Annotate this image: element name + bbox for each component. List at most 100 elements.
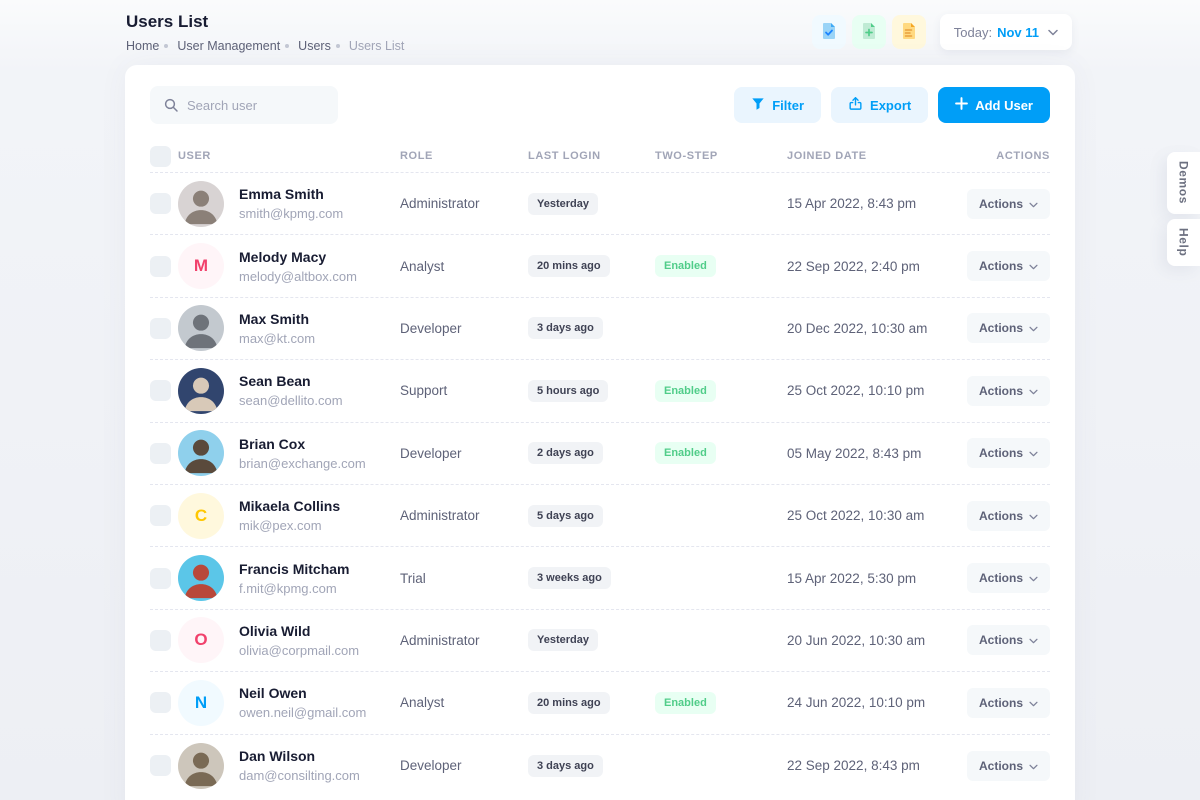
breadcrumb-user-management[interactable]: User Management: [177, 38, 281, 53]
users-card: Filter Export Add User USER ROLE LAST LO…: [125, 65, 1075, 800]
chevron-down-icon: [1029, 259, 1038, 273]
user-name[interactable]: Brian Cox: [239, 435, 306, 452]
actions-button[interactable]: Actions: [966, 750, 1050, 781]
row-checkbox[interactable]: [150, 692, 171, 714]
table-row: N Neil Owen owen.neil@gmail.com Analyst …: [150, 672, 1050, 735]
actions-button[interactable]: Actions: [966, 563, 1050, 594]
export-icon: [848, 96, 863, 114]
row-checkbox[interactable]: [150, 317, 171, 339]
user-name[interactable]: Melody Macy: [239, 248, 327, 265]
avatar[interactable]: [178, 555, 224, 602]
actions-button[interactable]: Actions: [966, 313, 1050, 344]
joined-date: 20 Jun 2022, 10:30 am: [787, 632, 926, 648]
toolbar-buttons: Filter Export Add User: [734, 87, 1050, 123]
header-last-login: LAST LOGIN: [528, 150, 601, 162]
export-button[interactable]: Export: [831, 87, 929, 123]
card-toolbar: Filter Export Add User: [125, 65, 1075, 124]
file-lines-button[interactable]: [891, 15, 926, 49]
users-table: USER ROLE LAST LOGIN TWO-STEP JOINED DAT…: [125, 140, 1075, 797]
user-role: Developer: [400, 445, 462, 461]
file-check-button[interactable]: [811, 15, 846, 49]
date-dropdown[interactable]: Today: Nov 11: [939, 14, 1072, 50]
table-row: O Olivia Wild olivia@corpmail.com Admini…: [150, 610, 1050, 673]
actions-button[interactable]: Actions: [966, 375, 1050, 406]
actions-button[interactable]: Actions: [966, 188, 1050, 219]
user-name[interactable]: Mikaela Collins: [239, 498, 341, 515]
joined-date: 25 Oct 2022, 10:30 am: [787, 508, 925, 524]
user-role: Trial: [400, 570, 426, 586]
avatar[interactable]: N: [178, 679, 224, 726]
table-row: Dan Wilson dam@consilting.com Developer …: [150, 735, 1050, 797]
avatar[interactable]: [178, 430, 224, 477]
user-name[interactable]: Neil Owen: [239, 685, 307, 702]
avatar[interactable]: [178, 367, 224, 414]
filter-button[interactable]: Filter: [734, 87, 822, 123]
chevron-down-icon: [1029, 696, 1038, 710]
two-step-badge: Enabled: [655, 255, 716, 278]
actions-button[interactable]: Actions: [966, 438, 1050, 469]
last-login-badge: 2 days ago: [528, 442, 603, 465]
avatar[interactable]: O: [178, 617, 224, 664]
select-all-checkbox[interactable]: [150, 145, 171, 167]
header-user: USER: [178, 150, 211, 162]
chevron-down-icon: [1029, 509, 1038, 523]
row-checkbox[interactable]: [150, 193, 171, 215]
row-checkbox[interactable]: [150, 505, 171, 527]
chevron-down-icon: [1044, 23, 1058, 41]
last-login-badge: 3 days ago: [528, 754, 603, 777]
avatar[interactable]: [178, 305, 224, 352]
user-email: mik@pex.com: [239, 518, 322, 534]
row-checkbox[interactable]: [150, 442, 171, 464]
add-user-button[interactable]: Add User: [938, 87, 1050, 123]
search-wrap: [150, 86, 338, 124]
breadcrumb-home[interactable]: Home: [126, 38, 160, 53]
user-email: f.mit@kpmg.com: [239, 580, 337, 596]
row-checkbox[interactable]: [150, 755, 171, 777]
user-name[interactable]: Olivia Wild: [239, 622, 311, 639]
user-role: Analyst: [400, 695, 445, 711]
last-login-badge: 5 hours ago: [528, 379, 609, 402]
user-name[interactable]: Sean Bean: [239, 373, 311, 390]
breadcrumb-separator: [335, 43, 340, 48]
user-email: sean@dellito.com: [239, 393, 343, 409]
avatar[interactable]: [178, 742, 224, 789]
chevron-down-icon: [1029, 571, 1038, 585]
actions-button[interactable]: Actions: [966, 625, 1050, 656]
joined-date: 05 May 2022, 8:43 pm: [787, 445, 922, 461]
avatar[interactable]: C: [178, 492, 224, 539]
row-checkbox[interactable]: [150, 629, 171, 651]
breadcrumb-separator: [164, 43, 169, 48]
user-name[interactable]: Francis Mitcham: [239, 560, 350, 577]
user-role: Administrator: [400, 508, 480, 524]
avatar[interactable]: [178, 180, 224, 227]
search-input[interactable]: [150, 86, 338, 124]
row-checkbox[interactable]: [150, 380, 171, 402]
table-row: Emma Smith smith@kpmg.com Administrator …: [150, 173, 1050, 236]
actions-button[interactable]: Actions: [966, 687, 1050, 718]
demos-side-tab[interactable]: Demos: [1167, 152, 1200, 214]
last-login-badge: Yesterday: [528, 629, 598, 652]
file-check-icon: [821, 22, 837, 43]
joined-date: 15 Apr 2022, 8:43 pm: [787, 196, 917, 212]
user-name[interactable]: Dan Wilson: [239, 748, 316, 765]
actions-button[interactable]: Actions: [966, 251, 1050, 282]
avatar[interactable]: M: [178, 243, 224, 290]
table-row: C Mikaela Collins mik@pex.com Administra…: [150, 485, 1050, 548]
date-label: Today:: [953, 24, 993, 40]
actions-button[interactable]: Actions: [966, 500, 1050, 531]
row-checkbox[interactable]: [150, 567, 171, 589]
user-name[interactable]: Max Smith: [239, 310, 310, 327]
user-role: Administrator: [400, 196, 480, 212]
chevron-down-icon: [1029, 321, 1038, 335]
breadcrumb-users[interactable]: Users: [298, 38, 331, 53]
last-login-badge: 20 mins ago: [528, 255, 610, 278]
header-role: ROLE: [400, 150, 433, 162]
file-plus-button[interactable]: [851, 15, 886, 49]
user-role: Administrator: [400, 632, 480, 648]
row-checkbox[interactable]: [150, 255, 171, 277]
chevron-down-icon: [1029, 759, 1038, 773]
user-name[interactable]: Emma Smith: [239, 186, 324, 203]
user-email: olivia@corpmail.com: [239, 642, 360, 658]
table-header-row: USER ROLE LAST LOGIN TWO-STEP JOINED DAT…: [150, 140, 1050, 173]
help-side-tab[interactable]: Help: [1167, 219, 1200, 266]
